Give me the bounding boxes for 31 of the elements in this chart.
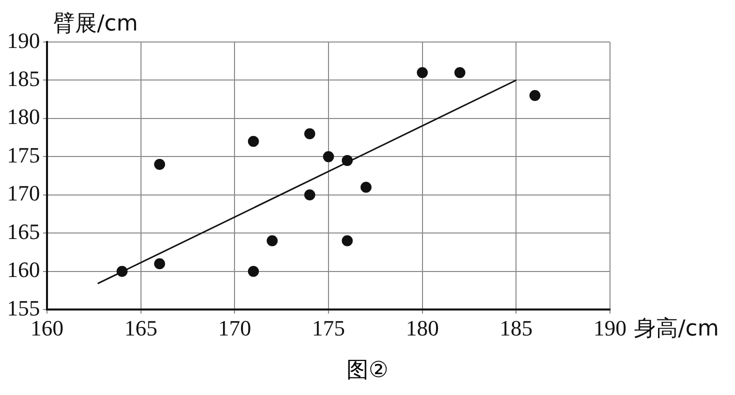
x-tick-label: 190 xyxy=(594,316,626,341)
x-tick-label: 165 xyxy=(124,316,158,341)
point xyxy=(248,136,259,147)
point xyxy=(154,158,166,170)
point xyxy=(248,266,259,277)
point xyxy=(304,128,316,140)
point xyxy=(360,182,372,193)
y-axis-title: 臂展/cm xyxy=(53,12,138,37)
y-tick-label: 170 xyxy=(7,180,40,206)
point xyxy=(116,266,128,277)
point xyxy=(266,235,278,246)
point xyxy=(154,258,166,270)
y-tick-label: 175 xyxy=(7,142,40,168)
point xyxy=(529,90,540,102)
x-tick-label: 180 xyxy=(406,316,439,341)
point xyxy=(304,189,316,200)
point xyxy=(342,235,353,246)
x-axis-title: 身高/cm xyxy=(634,316,719,342)
y-tick-label: 160 xyxy=(7,257,40,282)
y-tick-label: 180 xyxy=(7,104,40,130)
x-tick-label: 175 xyxy=(312,316,345,341)
y-tick-label: 165 xyxy=(7,218,40,244)
point xyxy=(323,151,334,162)
x-tick-label: 170 xyxy=(218,316,252,341)
point xyxy=(454,67,466,78)
point xyxy=(416,67,428,78)
y-tick-label: 185 xyxy=(7,66,40,92)
y-tick-label: 190 xyxy=(7,28,40,53)
text: 图② xyxy=(346,357,390,385)
x-tick-label: 185 xyxy=(500,316,533,341)
point xyxy=(342,155,353,166)
